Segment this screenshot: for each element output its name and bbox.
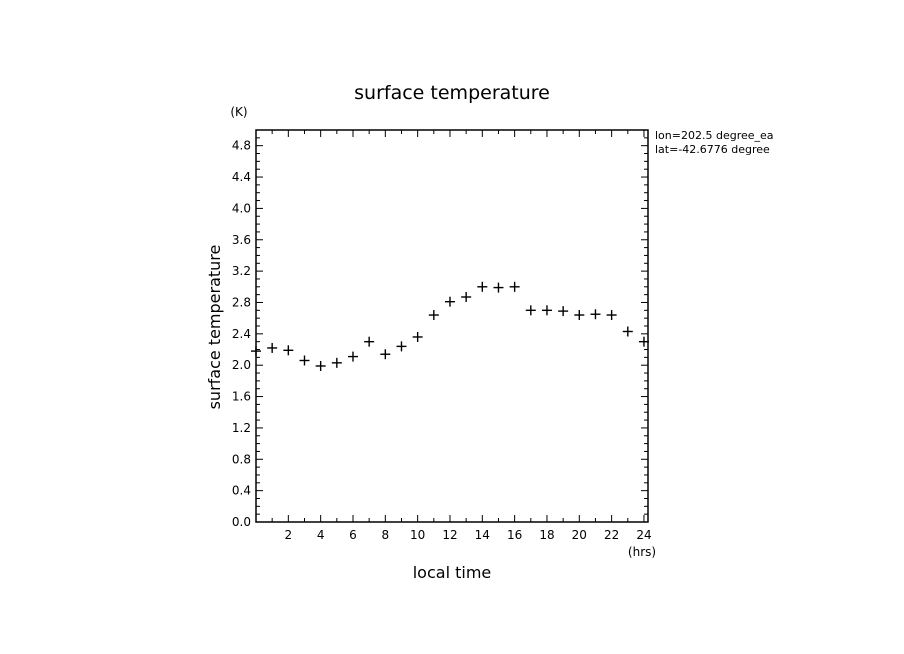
- y-tick-label: 3.2: [232, 264, 251, 278]
- x-unit-label: (hrs): [628, 545, 656, 559]
- chart-title: surface temperature: [354, 82, 550, 104]
- y-tick-label: 2.4: [232, 327, 251, 341]
- x-tick-label: 2: [285, 528, 293, 542]
- data-point: [638, 336, 649, 347]
- y-tick-label: 3.6: [232, 233, 251, 247]
- data-point: [299, 355, 310, 366]
- data-point: [251, 346, 261, 357]
- x-tick-label: 18: [539, 528, 554, 542]
- y-tick-label: 4.4: [232, 170, 251, 184]
- data-point: [380, 349, 391, 360]
- x-axis-label: local time: [413, 563, 492, 582]
- x-tick-label: 8: [381, 528, 389, 542]
- data-point: [283, 345, 294, 356]
- annotation-lat: lat=-42.6776 degree: [655, 143, 770, 156]
- data-point: [412, 331, 423, 342]
- x-tick-label: 12: [442, 528, 457, 542]
- y-unit-label: (K): [230, 105, 247, 119]
- x-tick-label: 6: [349, 528, 357, 542]
- x-tick-label: 4: [317, 528, 325, 542]
- data-point: [493, 282, 504, 293]
- data-point: [331, 357, 342, 368]
- data-point: [558, 306, 569, 317]
- data-point: [509, 281, 520, 292]
- plot-frame: [255, 129, 649, 523]
- data-point: [574, 310, 585, 321]
- y-axis-label: surface temperature: [205, 245, 224, 410]
- annotation-lon: lon=202.5 degree_ea: [655, 129, 774, 142]
- y-tick-label: 2.8: [232, 295, 251, 309]
- data-point: [347, 351, 358, 362]
- data-point: [315, 360, 326, 371]
- x-tick-label: 22: [604, 528, 619, 542]
- tick-label-group: 2 4 6 8 10 12 14 16 18 20 22 240.00.40.81.21.62.02.…: [232, 139, 652, 542]
- y-tick-label: 0.8: [232, 452, 251, 466]
- y-tick-label: 4.8: [232, 139, 251, 153]
- tick-group: [256, 130, 648, 522]
- x-tick-label: 20: [572, 528, 587, 542]
- data-point: [267, 342, 278, 353]
- data-point: [622, 326, 633, 337]
- y-tick-label: 4.0: [232, 201, 251, 215]
- data-point: [541, 305, 552, 316]
- right-margin-mask: [779, 125, 904, 165]
- y-tick-label: 0.4: [232, 484, 251, 498]
- y-tick-label: 2.0: [232, 358, 251, 372]
- data-point: [364, 336, 375, 347]
- x-tick-label: 24: [636, 528, 651, 542]
- data-point: [590, 309, 601, 320]
- y-tick-label: 1.6: [232, 390, 251, 404]
- data-point: [461, 291, 472, 302]
- data-point: [525, 305, 536, 316]
- y-tick-label: 0.0: [232, 515, 251, 529]
- x-tick-label: 16: [507, 528, 522, 542]
- y-tick-label: 1.2: [232, 421, 251, 435]
- data-point: [444, 296, 455, 307]
- x-tick-label: 10: [410, 528, 425, 542]
- data-point: [606, 310, 617, 321]
- data-points: [251, 281, 649, 371]
- data-point: [428, 310, 439, 321]
- data-point: [477, 281, 488, 292]
- data-point: [396, 341, 407, 352]
- x-tick-label: 14: [475, 528, 490, 542]
